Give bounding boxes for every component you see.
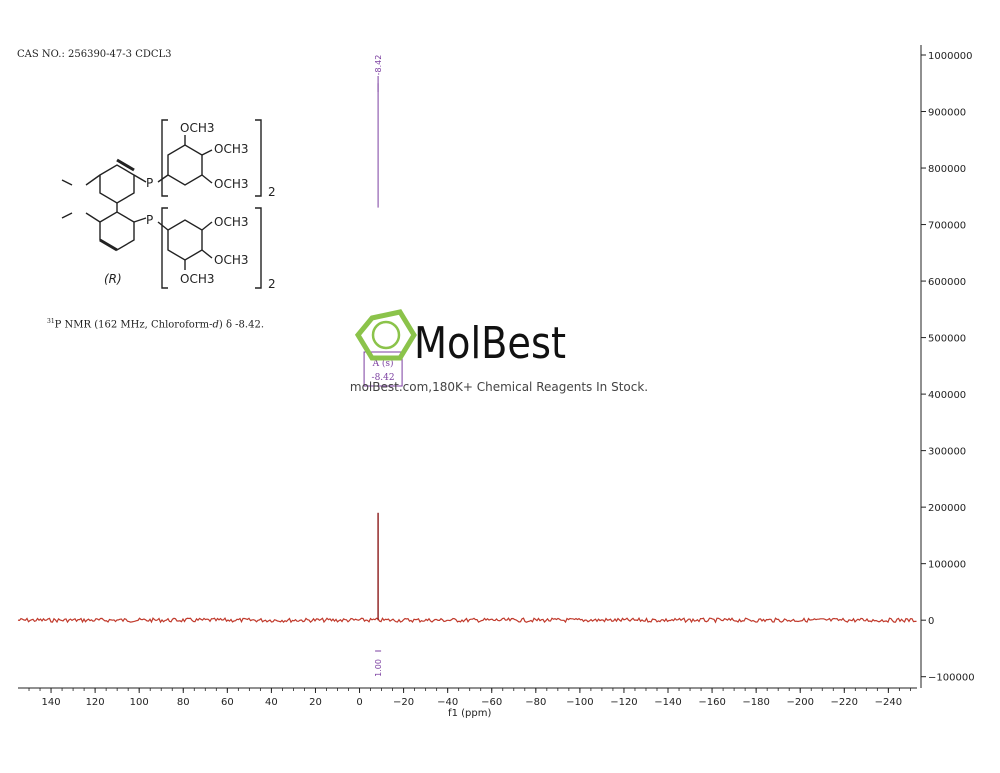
x-tick-label: −140	[654, 697, 681, 708]
lower-trimethoxyphenyl-ring	[167, 219, 203, 261]
lower-ring-och3-mid: OCH3	[214, 253, 248, 267]
upper-bracket-subscript: 2	[268, 185, 276, 199]
baseline-noise	[17, 617, 917, 624]
y-tick-label: 500000	[928, 334, 966, 345]
lower-ring-och3-top: OCH3	[214, 215, 248, 229]
axes-layer: 140 120 100 80 60 40 20 0 −20 −40 −60 −80 −100 −120 −1…	[18, 45, 975, 719]
x-tick-label: 120	[86, 697, 105, 708]
lower-bracket-subscript: 2	[268, 277, 276, 291]
x-tick-label: 20	[309, 697, 322, 708]
benzene-logo-icon	[354, 309, 417, 361]
cas-number-label: CAS NO.: 256390-47-3 CDCL3	[17, 49, 172, 60]
upper-phosphorus-atom: P	[146, 176, 153, 190]
x-tick-label: −120	[610, 697, 637, 708]
x-tick-label: −80	[525, 697, 546, 708]
molbest-brand-text: MolBest	[414, 318, 566, 369]
x-tick-label: 0	[356, 697, 362, 708]
y-tick-label: 900000	[928, 108, 966, 119]
x-tick-label: −160	[698, 697, 725, 708]
y-tick-label: 1000000	[928, 51, 973, 62]
y-tick-label: 200000	[928, 503, 966, 514]
molbest-watermark: MolBest molBest.com,180K+ Chemical Reage…	[350, 309, 648, 394]
x-tick-label: −100	[566, 697, 593, 708]
upper-ring-och3-bottom: OCH3	[214, 177, 248, 191]
nmr-shift-text: ) δ -8.42.	[218, 319, 264, 331]
x-tick-label: −220	[831, 697, 858, 708]
x-tick-label: −60	[481, 697, 502, 708]
stereo-label: (R)	[104, 272, 122, 286]
x-tick-label: −240	[875, 697, 902, 708]
solvent-suffix: d	[212, 319, 219, 331]
multiplet-box	[363, 351, 403, 387]
annotation-layer: -8.42 A (s) -8.42 1.00	[363, 55, 403, 677]
x-tick-label: 40	[265, 697, 278, 708]
y-tick-label: 600000	[928, 277, 966, 288]
y-tick-label: 100000	[928, 560, 966, 571]
upper-aryl-ring	[99, 164, 135, 204]
x-tick-label: −40	[437, 697, 458, 708]
x-tick-label: 80	[177, 697, 190, 708]
nmr-description: 31P NMR (162 MHz, Chloroform-d) δ -8.42.	[47, 318, 264, 330]
baseline-noise-layer	[17, 617, 917, 624]
x-tick-label: 100	[130, 697, 149, 708]
lower-phosphorus-atom: P	[146, 213, 153, 227]
y-tick-label: 700000	[928, 221, 966, 232]
molbest-tagline: molBest.com,180K+ Chemical Reagents In S…	[350, 380, 648, 394]
y-tick-label: −100000	[928, 673, 975, 684]
y-tick-label: 800000	[928, 164, 966, 175]
x-tick-label: −180	[742, 697, 769, 708]
integration-value: 1.00	[374, 659, 383, 677]
y-tick-label: 300000	[928, 447, 966, 458]
x-axis-label: f1 (ppm)	[448, 708, 491, 719]
upper-trimethoxyphenyl-ring	[167, 144, 203, 186]
nucleus-mass-number: 31	[47, 318, 55, 325]
lower-ring-och3-bottom: OCH3	[180, 272, 214, 286]
multiplet-letter: A (s)	[372, 358, 394, 369]
upper-ring-och3-top: OCH3	[180, 121, 214, 135]
nmr-description-text: P NMR (162 MHz, Chloroform-	[54, 319, 213, 331]
x-tick-label: −20	[393, 697, 414, 708]
molecule-structure	[61, 119, 262, 289]
x-tick-label: 140	[42, 697, 61, 708]
y-tick-label: 0	[928, 616, 934, 627]
x-tick-label: 60	[221, 697, 234, 708]
upper-ring-och3-mid: OCH3	[214, 142, 248, 156]
y-tick-label: 400000	[928, 390, 966, 401]
multiplet-value: -8.42	[372, 373, 395, 383]
peak-shift-label: -8.42	[374, 55, 383, 76]
x-tick-label: −200	[786, 697, 813, 708]
